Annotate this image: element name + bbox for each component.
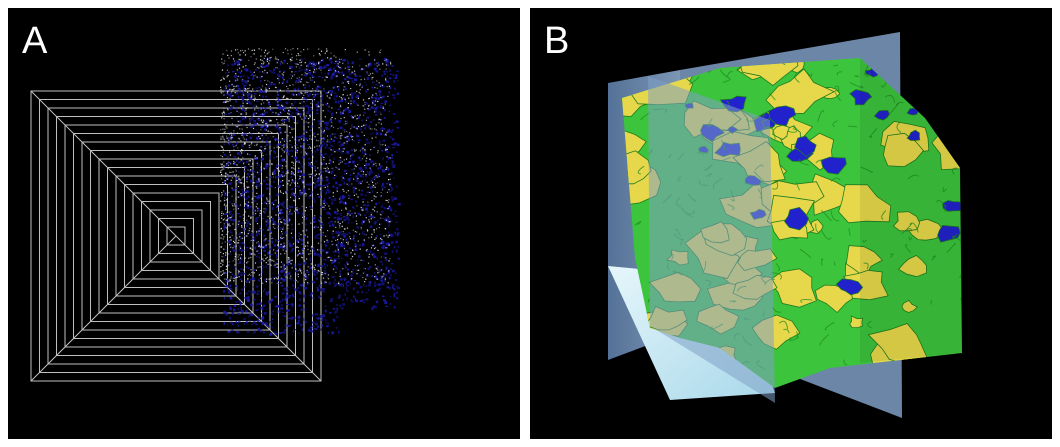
panel-a-label: A <box>22 20 48 62</box>
3d-surface-render <box>608 32 962 418</box>
nested-square-wireframe <box>30 90 322 382</box>
blue-point-cloud <box>223 58 401 336</box>
panel-b-surface-render: B <box>530 8 1052 439</box>
panel-b-label: B <box>544 20 570 62</box>
point-cloud-render <box>30 48 401 382</box>
cube-right-face-shade <box>860 58 962 363</box>
panel-a-point-cloud-view: A <box>8 8 520 439</box>
white-point-cloud <box>220 48 392 285</box>
middle-cutting-plane <box>648 76 775 403</box>
